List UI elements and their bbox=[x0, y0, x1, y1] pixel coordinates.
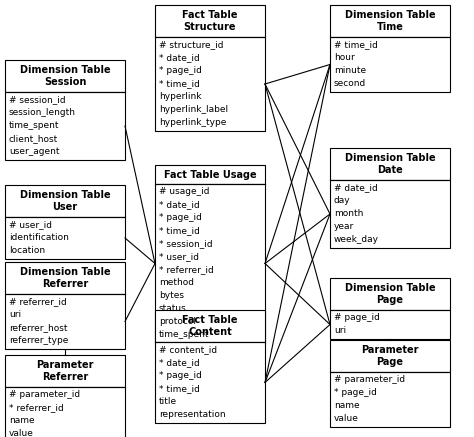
Text: hyperlink: hyperlink bbox=[159, 92, 201, 101]
Text: client_host: client_host bbox=[9, 134, 58, 143]
Text: * page_id: * page_id bbox=[159, 213, 202, 222]
Bar bbox=[155, 5, 265, 37]
Text: day: day bbox=[334, 196, 351, 205]
Bar bbox=[5, 60, 125, 92]
Bar bbox=[330, 5, 450, 37]
Bar bbox=[155, 342, 265, 423]
Text: # content_id: # content_id bbox=[159, 345, 217, 354]
Text: * page_id: * page_id bbox=[159, 66, 202, 75]
Bar bbox=[155, 37, 265, 131]
Text: identification: identification bbox=[9, 233, 69, 242]
Text: representation: representation bbox=[159, 410, 226, 419]
Text: Fact Table Usage: Fact Table Usage bbox=[164, 170, 256, 180]
Text: session_length: session_length bbox=[9, 108, 76, 117]
Bar bbox=[155, 184, 265, 343]
Bar bbox=[5, 92, 125, 160]
Text: referrer_host: referrer_host bbox=[9, 323, 67, 332]
Text: second: second bbox=[334, 79, 366, 88]
Text: Dimension Table
User: Dimension Table User bbox=[20, 190, 110, 212]
Bar bbox=[5, 387, 125, 437]
Text: value: value bbox=[9, 429, 34, 437]
Text: * date_id: * date_id bbox=[159, 200, 200, 209]
Text: # referrer_id: # referrer_id bbox=[9, 297, 67, 306]
Text: # parameter_id: # parameter_id bbox=[9, 390, 80, 399]
Text: value: value bbox=[334, 414, 359, 423]
Text: * time_id: * time_id bbox=[159, 384, 200, 393]
Text: # structure_id: # structure_id bbox=[159, 40, 224, 49]
Text: Dimension Table
Page: Dimension Table Page bbox=[345, 283, 435, 305]
Text: * referrer_id: * referrer_id bbox=[9, 403, 64, 412]
Text: * referrer_id: * referrer_id bbox=[159, 265, 214, 274]
Text: title: title bbox=[159, 397, 177, 406]
Bar bbox=[155, 165, 265, 184]
Text: Parameter
Referrer: Parameter Referrer bbox=[36, 360, 94, 382]
Bar bbox=[330, 180, 450, 248]
Bar bbox=[330, 278, 450, 310]
Text: protocol: protocol bbox=[159, 317, 196, 326]
Text: referrer_type: referrer_type bbox=[9, 336, 68, 345]
Text: bytes: bytes bbox=[159, 291, 184, 300]
Bar bbox=[330, 37, 450, 92]
Text: uri: uri bbox=[9, 310, 21, 319]
Bar bbox=[5, 217, 125, 259]
Bar bbox=[330, 310, 450, 339]
Text: Dimension Table
Referrer: Dimension Table Referrer bbox=[20, 267, 110, 289]
Bar bbox=[5, 262, 125, 294]
Bar bbox=[5, 294, 125, 349]
Bar bbox=[5, 355, 125, 387]
Text: # page_id: # page_id bbox=[334, 313, 380, 322]
Text: name: name bbox=[9, 416, 35, 425]
Text: location: location bbox=[9, 246, 45, 255]
Text: time_spent: time_spent bbox=[9, 121, 60, 130]
Bar bbox=[330, 340, 450, 372]
Text: Dimension Table
Time: Dimension Table Time bbox=[345, 10, 435, 32]
Bar bbox=[330, 148, 450, 180]
Bar bbox=[5, 185, 125, 217]
Text: # session_id: # session_id bbox=[9, 95, 65, 104]
Text: * user_id: * user_id bbox=[159, 252, 199, 261]
Text: user_agent: user_agent bbox=[9, 147, 60, 156]
Text: Dimension Table
Session: Dimension Table Session bbox=[20, 65, 110, 87]
Text: hyperlink_label: hyperlink_label bbox=[159, 105, 228, 114]
Text: minute: minute bbox=[334, 66, 366, 75]
Text: time_spent: time_spent bbox=[159, 330, 210, 339]
Text: week_day: week_day bbox=[334, 235, 379, 244]
Text: year: year bbox=[334, 222, 354, 231]
Text: * date_id: * date_id bbox=[159, 53, 200, 62]
Text: Dimension Table
Date: Dimension Table Date bbox=[345, 153, 435, 175]
Text: Fact Table
Content: Fact Table Content bbox=[182, 315, 238, 337]
Text: * time_id: * time_id bbox=[159, 226, 200, 235]
Text: * page_id: * page_id bbox=[334, 388, 377, 397]
Text: # user_id: # user_id bbox=[9, 220, 52, 229]
Text: hyperlink_type: hyperlink_type bbox=[159, 118, 227, 127]
Text: # usage_id: # usage_id bbox=[159, 187, 210, 196]
Text: # parameter_id: # parameter_id bbox=[334, 375, 405, 384]
Text: * time_id: * time_id bbox=[159, 79, 200, 88]
Text: hour: hour bbox=[334, 53, 355, 62]
Text: * date_id: * date_id bbox=[159, 358, 200, 367]
Text: Fact Table
Structure: Fact Table Structure bbox=[182, 10, 238, 32]
Text: uri: uri bbox=[334, 326, 346, 335]
Text: method: method bbox=[159, 278, 194, 287]
Text: month: month bbox=[334, 209, 364, 218]
Bar bbox=[330, 372, 450, 427]
Text: Parameter
Page: Parameter Page bbox=[361, 345, 419, 367]
Text: name: name bbox=[334, 401, 360, 410]
Text: # date_id: # date_id bbox=[334, 183, 378, 192]
Text: * page_id: * page_id bbox=[159, 371, 202, 380]
Text: status: status bbox=[159, 304, 187, 313]
Bar bbox=[155, 310, 265, 342]
Text: # time_id: # time_id bbox=[334, 40, 378, 49]
Text: * session_id: * session_id bbox=[159, 239, 213, 248]
